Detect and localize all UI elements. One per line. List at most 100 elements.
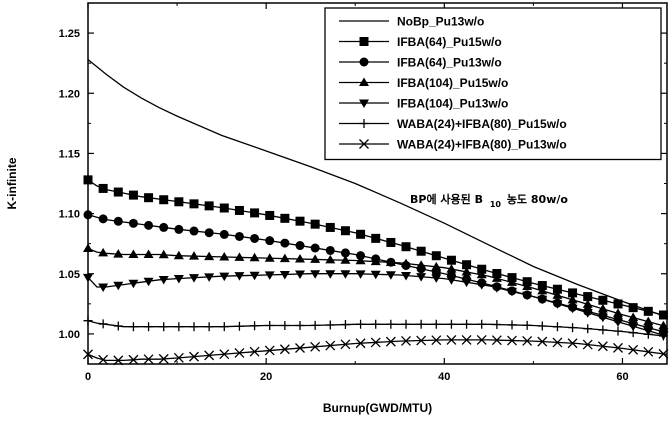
data-point (416, 273, 427, 282)
data-point (325, 254, 336, 264)
data-point (144, 220, 154, 230)
data-point (537, 321, 547, 331)
data-point (265, 320, 275, 330)
data-point (325, 245, 335, 255)
data-point (158, 353, 169, 364)
data-point (83, 243, 93, 252)
data-point (552, 322, 562, 332)
legend-item: WABA(24)+IFBA(80)_Pu15w/o (339, 117, 567, 131)
data-point (613, 342, 623, 353)
data-point (431, 251, 441, 261)
data-point (401, 242, 411, 252)
data-point (401, 271, 412, 281)
legend-item: IFBA(104)_Pu15w/o (339, 76, 508, 90)
data-point (340, 320, 350, 330)
data-point (189, 251, 200, 260)
data-point (401, 319, 411, 329)
data-point (401, 258, 412, 268)
data-point (159, 195, 169, 205)
x-tick-label: 0 (85, 371, 91, 383)
legend-label: IFBA(64)_Pu13w/o (397, 56, 502, 70)
data-point (249, 252, 260, 262)
y-tick-label: 1.10 (59, 209, 80, 221)
data-point (158, 275, 169, 285)
data-point (355, 338, 366, 349)
data-point (416, 260, 427, 269)
legend-swatch-marker (359, 99, 369, 108)
data-point (128, 190, 138, 200)
data-point (537, 281, 547, 291)
data-point (279, 344, 290, 355)
series-line (87, 339, 668, 362)
data-point (264, 253, 275, 262)
data-point (491, 335, 502, 346)
data-point (477, 264, 487, 274)
y-axis-title: K-infinite (5, 157, 19, 209)
data-point (416, 246, 426, 256)
data-point (597, 303, 608, 313)
data-point (461, 278, 472, 288)
data-point (431, 319, 441, 329)
data-point (416, 319, 426, 329)
series-ifba-64-pu15w-o (83, 175, 668, 320)
data-point (250, 233, 260, 243)
data-point (280, 213, 290, 223)
data-point (174, 224, 184, 234)
annotation-text: BP에 사용된 B (410, 192, 483, 206)
data-point (431, 335, 442, 346)
data-point (461, 266, 472, 276)
data-point (234, 205, 244, 215)
x-tick-label: 60 (616, 371, 628, 383)
annotation-subscript: 10 (490, 200, 502, 209)
data-point (355, 255, 366, 265)
data-point (249, 346, 260, 357)
data-point (613, 318, 624, 327)
annotation-suffix: 농도 80w/o (507, 193, 569, 206)
data-point (491, 284, 502, 293)
data-point (416, 335, 427, 346)
data-point (340, 270, 351, 279)
data-point (310, 270, 321, 279)
data-point (537, 295, 548, 305)
data-point (446, 319, 456, 329)
legend-label: NoBp_Pu13w/o (397, 15, 484, 29)
data-point (234, 347, 245, 358)
x-axis-title: Burnup(GWD/MTU) (323, 401, 432, 415)
data-point (507, 287, 518, 297)
series-layer (83, 59, 669, 366)
data-point (340, 255, 351, 264)
data-point (295, 241, 305, 251)
x-tick-label: 20 (260, 371, 272, 383)
data-point (386, 237, 396, 247)
legend-swatch-marker (359, 77, 369, 86)
legend-item: WABA(24)+IFBA(80)_Pu13w/o (339, 138, 567, 152)
data-point (537, 285, 548, 295)
data-point (658, 310, 668, 320)
series-nobp-pu13w-o (87, 59, 668, 318)
data-point (598, 325, 608, 335)
data-point (143, 249, 154, 258)
data-point (128, 354, 139, 365)
data-point (476, 334, 487, 345)
data-point (219, 203, 229, 213)
data-point (356, 229, 366, 239)
data-point (628, 303, 638, 313)
data-point (568, 288, 578, 298)
data-point (613, 299, 623, 309)
data-point (250, 321, 260, 331)
data-point (582, 309, 593, 318)
data-point (310, 254, 321, 263)
series-waba-24-ifba-80-pu15w-o (83, 316, 668, 341)
data-point (658, 331, 668, 341)
data-point (628, 312, 639, 322)
data-point (643, 346, 654, 357)
legend-label: IFBA(104)_Pu13w/o (397, 97, 508, 111)
data-point (582, 339, 593, 350)
data-point (522, 336, 533, 346)
data-point (98, 183, 108, 193)
data-point (98, 283, 109, 292)
data-point (325, 222, 335, 232)
data-point (128, 218, 138, 228)
data-point (401, 336, 411, 346)
legend-swatch-marker (359, 37, 369, 46)
